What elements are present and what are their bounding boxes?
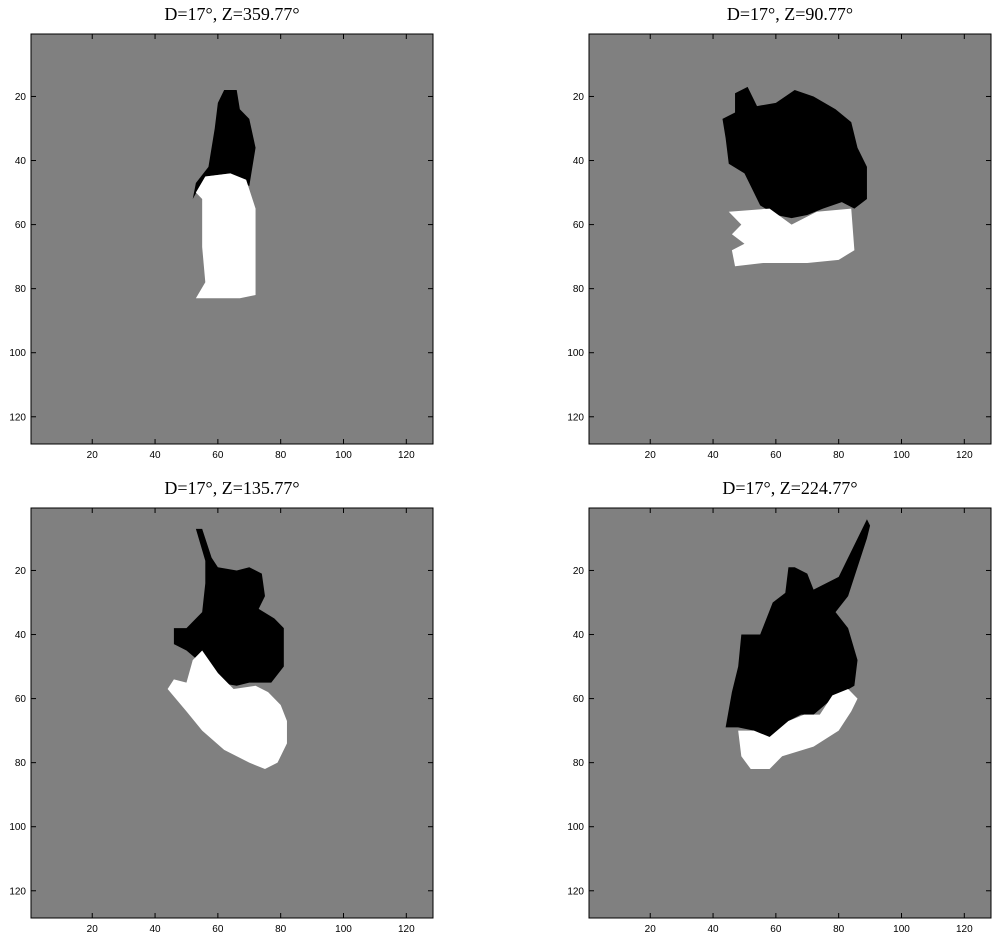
x-tick-label: 80	[833, 450, 845, 461]
y-tick-label: 40	[573, 156, 585, 167]
x-tick-label: 120	[956, 450, 973, 461]
x-tick-label: 120	[956, 924, 973, 935]
y-tick-label: 100	[567, 822, 584, 833]
y-tick-label: 20	[573, 92, 585, 103]
y-tick-label: 60	[15, 220, 27, 231]
x-tick-label: 40	[707, 924, 719, 935]
chart-title: D=17°, Z=135.77°	[164, 478, 299, 498]
y-tick-label: 120	[567, 886, 584, 897]
x-tick-label: 20	[87, 450, 99, 461]
y-tick-label: 120	[567, 412, 584, 423]
x-tick-label: 40	[707, 450, 719, 461]
x-tick-label: 100	[335, 924, 352, 935]
y-tick-label: 120	[9, 412, 26, 423]
y-tick-label: 60	[15, 694, 27, 705]
y-tick-label: 80	[573, 758, 585, 769]
y-tick-label: 40	[15, 156, 27, 167]
y-tick-label: 100	[9, 348, 26, 359]
x-tick-label: 40	[149, 450, 161, 461]
y-tick-label: 80	[573, 284, 585, 295]
x-tick-label: 80	[275, 450, 287, 461]
y-tick-label: 80	[15, 758, 27, 769]
x-tick-label: 120	[398, 450, 415, 461]
x-tick-label: 80	[833, 924, 845, 935]
chart-title: D=17°, Z=90.77°	[727, 4, 853, 24]
x-tick-label: 60	[212, 450, 224, 461]
y-tick-label: 120	[9, 886, 26, 897]
x-tick-label: 20	[645, 924, 657, 935]
x-tick-label: 100	[893, 924, 910, 935]
y-tick-label: 100	[567, 348, 584, 359]
figure: D=17°, Z=359.77° 20 40 60 80 100 120 20 40 60 80 10…	[0, 0, 992, 938]
y-tick-label: 20	[15, 92, 27, 103]
x-tick-label: 60	[770, 924, 782, 935]
y-tick-label: 60	[573, 220, 585, 231]
chart-title: D=17°, Z=359.77°	[164, 4, 299, 24]
y-tick-label: 60	[573, 694, 585, 705]
x-tick-label: 100	[335, 450, 352, 461]
y-tick-label: 40	[15, 630, 27, 641]
x-tick-label: 20	[645, 450, 657, 461]
page: D=17°, Z=359.77° 20 40 60 80 100 120 20 40 60 80 10…	[0, 0, 992, 938]
y-tick-label: 40	[573, 630, 585, 641]
x-tick-label: 20	[87, 924, 99, 935]
x-tick-label: 40	[149, 924, 161, 935]
x-tick-label: 80	[275, 924, 287, 935]
x-tick-label: 60	[770, 450, 782, 461]
x-tick-label: 120	[398, 924, 415, 935]
y-tick-label: 100	[9, 822, 26, 833]
x-tick-label: 100	[893, 450, 910, 461]
y-tick-label: 20	[573, 566, 585, 577]
x-tick-label: 60	[212, 924, 224, 935]
y-tick-label: 80	[15, 284, 27, 295]
chart-title: D=17°, Z=224.77°	[722, 478, 857, 498]
y-tick-label: 20	[15, 566, 27, 577]
